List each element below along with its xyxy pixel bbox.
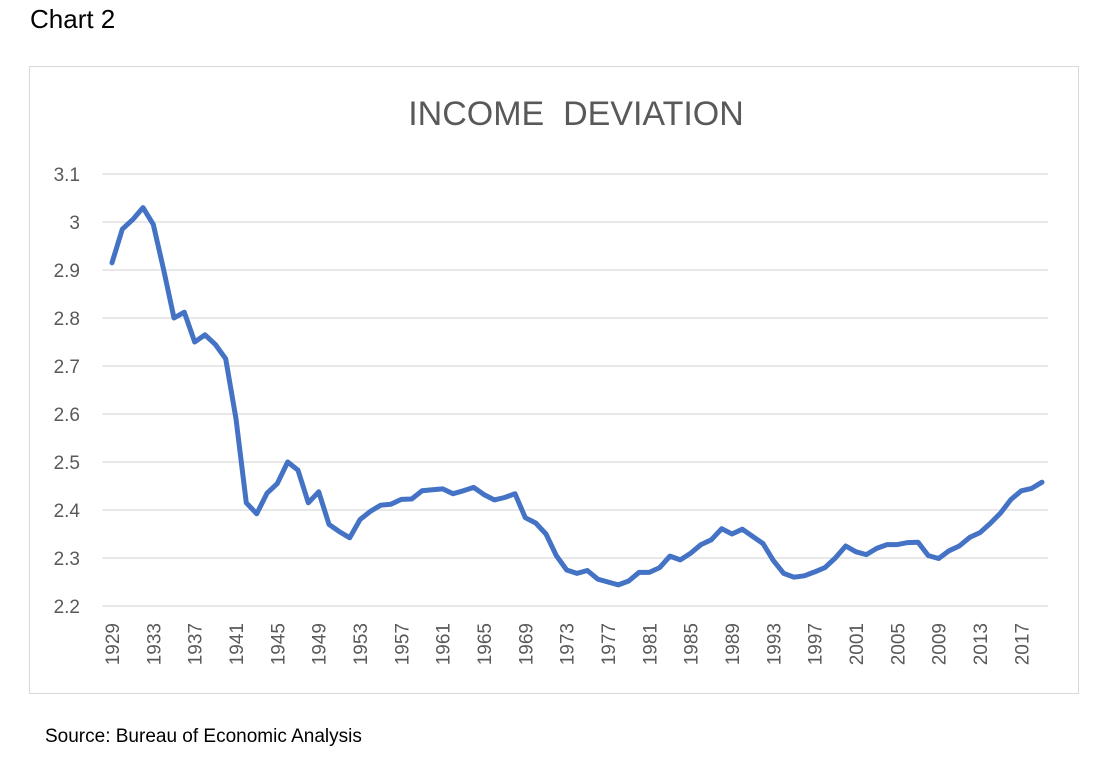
x-tick-label: 1933 xyxy=(144,623,165,665)
x-tick-label: 1977 xyxy=(599,623,620,665)
x-tick-label: 1961 xyxy=(434,623,455,665)
x-tick-label: 1981 xyxy=(640,623,661,665)
x-tick-label: 2001 xyxy=(847,623,868,665)
x-tick-label: 2017 xyxy=(1012,623,1033,665)
y-tick-label: 2.9 xyxy=(54,261,80,282)
chart-caption: Chart 2 xyxy=(30,4,116,34)
series-line xyxy=(109,205,1045,588)
y-tick-label: 2.7 xyxy=(54,357,80,378)
x-tick-label: 1985 xyxy=(682,623,703,665)
y-tick-label: 3 xyxy=(69,213,80,234)
source-note: Source: Bureau of Economic Analysis xyxy=(45,726,362,747)
x-tick-label: 1997 xyxy=(806,623,827,665)
x-tick-label: 1929 xyxy=(103,623,124,665)
x-tick-label: 1957 xyxy=(392,623,413,665)
x-tick-label: 1937 xyxy=(186,623,207,665)
x-tick-label: 1953 xyxy=(351,623,372,665)
x-tick-label: 2005 xyxy=(888,623,909,665)
y-tick-label: 2.5 xyxy=(54,453,80,474)
y-tick-label: 3.1 xyxy=(54,165,80,186)
x-tick-label: 1973 xyxy=(558,623,579,665)
x-tick-label: 1993 xyxy=(764,623,785,665)
x-tick-label: 2013 xyxy=(971,623,992,665)
chart-frame: INCOME DEVIATION 2.2 2.3 2.4 2.5 2.6 2.7 2.8 2.9… xyxy=(29,66,1079,694)
y-tick-label: 2.8 xyxy=(54,309,80,330)
y-tick-label: 2.2 xyxy=(54,597,80,618)
y-tick-label: 2.3 xyxy=(54,549,80,570)
chart-title: INCOME DEVIATION xyxy=(408,95,744,133)
x-tick-label: 1945 xyxy=(268,623,289,665)
line-chart: INCOME DEVIATION 2.2 2.3 2.4 2.5 2.6 2.7 2.8 2.9… xyxy=(54,95,1048,665)
x-tick-label: 1969 xyxy=(516,623,537,665)
y-tick-label: 2.4 xyxy=(54,501,81,522)
x-tick-label: 1949 xyxy=(310,623,331,665)
x-tick-label: 1989 xyxy=(723,623,744,665)
y-tick-label: 2.6 xyxy=(54,405,80,426)
x-tick-label: 2009 xyxy=(930,623,951,665)
x-tick-label: 1965 xyxy=(475,623,496,665)
x-tick-label: 1941 xyxy=(227,623,248,665)
